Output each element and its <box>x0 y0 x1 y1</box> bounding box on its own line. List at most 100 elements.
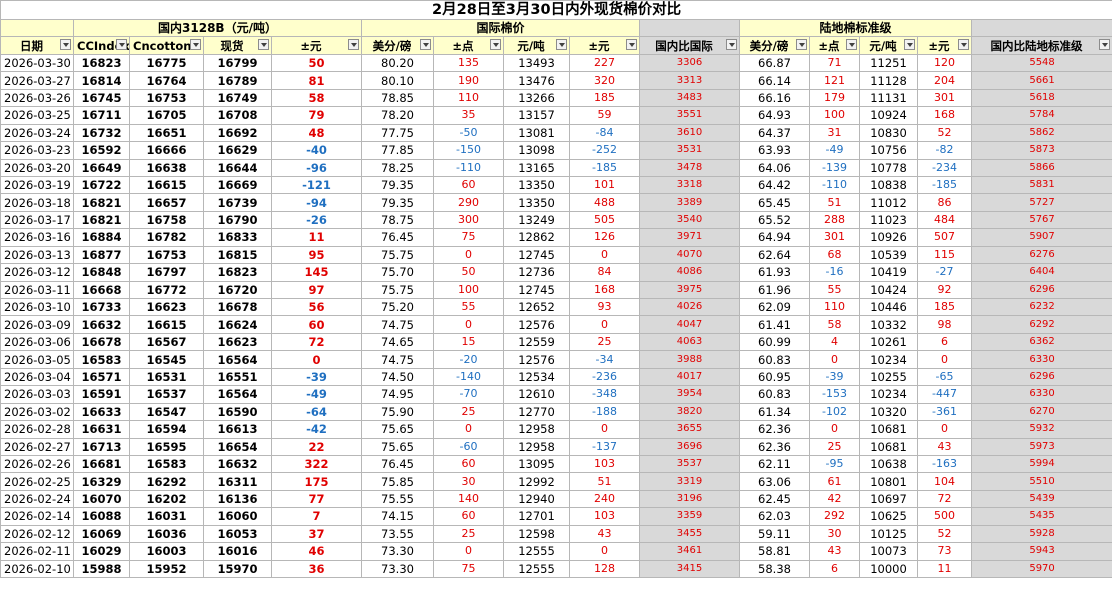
table-cell[interactable]: 0 <box>569 420 640 439</box>
table-cell[interactable]: 66.87 <box>739 53 810 73</box>
table-cell[interactable]: 5928 <box>970 524 1112 544</box>
table-cell[interactable]: 0 <box>433 245 504 265</box>
table-cell[interactable]: -361 <box>917 402 972 422</box>
table-cell[interactable]: 5943 <box>970 542 1112 561</box>
table-cell[interactable]: 16705 <box>129 106 204 125</box>
table-cell[interactable]: 322 <box>271 454 362 474</box>
table-cell[interactable]: 16681 <box>73 454 130 474</box>
table-cell[interactable]: 320 <box>569 71 640 90</box>
table-cell[interactable]: 76.45 <box>361 454 434 474</box>
table-cell[interactable]: 12598 <box>503 524 570 544</box>
table-cell[interactable]: 500 <box>917 507 972 526</box>
table-cell[interactable]: -39 <box>809 367 860 387</box>
table-cell[interactable]: 64.94 <box>739 228 810 247</box>
table-cell[interactable]: 2026-03-30 <box>0 53 74 73</box>
table-cell[interactable]: 12610 <box>503 385 570 404</box>
table-cell[interactable]: 3478 <box>639 158 740 177</box>
table-cell[interactable]: 16592 <box>73 141 130 160</box>
table-cell[interactable]: 10419 <box>859 263 918 282</box>
filter-dropdown-icon[interactable] <box>258 39 269 51</box>
table-cell[interactable]: 12576 <box>503 315 570 334</box>
table-cell[interactable]: -82 <box>917 141 972 160</box>
table-cell[interactable]: 5973 <box>970 437 1112 456</box>
table-cell[interactable]: 43 <box>809 542 860 561</box>
table-cell[interactable]: -185 <box>917 175 972 195</box>
table-cell[interactable]: 3610 <box>639 123 740 143</box>
table-cell[interactable]: 66.14 <box>739 71 810 90</box>
table-cell[interactable]: 16713 <box>73 437 130 456</box>
table-cell[interactable]: 77.75 <box>361 123 434 143</box>
table-cell[interactable]: 58 <box>809 315 860 334</box>
table-cell[interactable]: 110 <box>433 88 504 108</box>
table-cell[interactable]: 76.45 <box>361 228 434 247</box>
table-cell[interactable]: 3313 <box>639 71 740 90</box>
table-cell[interactable]: 190 <box>433 71 504 90</box>
table-cell[interactable]: 2026-03-10 <box>0 297 74 317</box>
table-cell[interactable]: 16031 <box>129 507 204 526</box>
table-cell[interactable]: -84 <box>569 123 640 143</box>
table-cell[interactable]: 30 <box>433 472 504 491</box>
table-cell[interactable]: 16708 <box>203 106 272 125</box>
table-cell[interactable]: 12701 <box>503 507 570 526</box>
table-cell[interactable]: 48 <box>271 123 362 143</box>
table-cell[interactable]: 16638 <box>129 158 204 177</box>
table-cell[interactable]: 4047 <box>639 315 740 334</box>
table-cell[interactable]: 11023 <box>859 210 918 230</box>
table-cell[interactable]: 10681 <box>859 437 918 456</box>
table-cell[interactable]: 16003 <box>129 542 204 561</box>
column-header[interactable]: ±元 <box>917 36 972 55</box>
table-cell[interactable]: 6404 <box>970 263 1112 282</box>
table-cell[interactable]: 75 <box>433 559 504 579</box>
table-cell[interactable]: 12736 <box>503 263 570 282</box>
table-cell[interactable]: 16629 <box>203 141 272 160</box>
table-cell[interactable]: 10320 <box>859 402 918 422</box>
table-cell[interactable]: 75.90 <box>361 402 434 422</box>
filter-dropdown-icon[interactable] <box>556 39 567 51</box>
table-cell[interactable]: 6296 <box>970 367 1112 387</box>
column-header[interactable]: 国内比国际 <box>639 36 740 55</box>
table-cell[interactable]: 5618 <box>970 88 1112 108</box>
table-cell[interactable]: 77.85 <box>361 141 434 160</box>
table-cell[interactable]: 59 <box>569 106 640 125</box>
table-cell[interactable]: 10756 <box>859 141 918 160</box>
table-cell[interactable]: -252 <box>569 141 640 160</box>
table-cell[interactable]: 16053 <box>203 524 272 544</box>
table-cell[interactable]: 16613 <box>203 420 272 439</box>
table-cell[interactable]: 56 <box>271 297 362 317</box>
table-cell[interactable]: 10697 <box>859 489 918 509</box>
table-cell[interactable]: 58.81 <box>739 542 810 561</box>
filter-dropdown-icon[interactable] <box>904 39 915 51</box>
table-cell[interactable]: 104 <box>917 472 972 491</box>
table-cell[interactable]: 2026-02-11 <box>0 542 74 561</box>
table-cell[interactable]: 0 <box>917 420 972 439</box>
table-cell[interactable]: 10073 <box>859 542 918 561</box>
table-cell[interactable]: 6330 <box>970 385 1112 404</box>
table-cell[interactable]: 3318 <box>639 175 740 195</box>
table-cell[interactable]: 16789 <box>203 71 272 90</box>
table-cell[interactable]: 6296 <box>970 280 1112 300</box>
table-cell[interactable]: 16649 <box>73 158 130 177</box>
table-cell[interactable]: 16651 <box>129 123 204 143</box>
table-cell[interactable]: 16060 <box>203 507 272 526</box>
table-cell[interactable]: 5784 <box>970 106 1112 125</box>
table-cell[interactable]: -121 <box>271 175 362 195</box>
table-cell[interactable]: 16775 <box>129 53 204 73</box>
table-cell[interactable]: 2026-03-05 <box>0 350 74 369</box>
table-cell[interactable]: 2026-02-26 <box>0 454 74 474</box>
table-cell[interactable]: 10926 <box>859 228 918 247</box>
table-cell[interactable]: 2026-03-23 <box>0 141 74 160</box>
table-cell[interactable]: 58 <box>271 88 362 108</box>
table-cell[interactable]: 2026-03-26 <box>0 88 74 108</box>
filter-dropdown-icon[interactable] <box>420 39 431 51</box>
table-cell[interactable]: 92 <box>917 280 972 300</box>
table-cell[interactable]: 97 <box>271 280 362 300</box>
table-cell[interactable]: 3319 <box>639 472 740 491</box>
table-cell[interactable]: 2026-02-14 <box>0 507 74 526</box>
table-cell[interactable]: 37 <box>271 524 362 544</box>
table-cell[interactable]: 63.06 <box>739 472 810 491</box>
table-cell[interactable]: 65.45 <box>739 193 810 212</box>
table-cell[interactable]: 10255 <box>859 367 918 387</box>
table-cell[interactable]: 16036 <box>129 524 204 544</box>
table-cell[interactable]: 3455 <box>639 524 740 544</box>
table-cell[interactable]: 3531 <box>639 141 740 160</box>
